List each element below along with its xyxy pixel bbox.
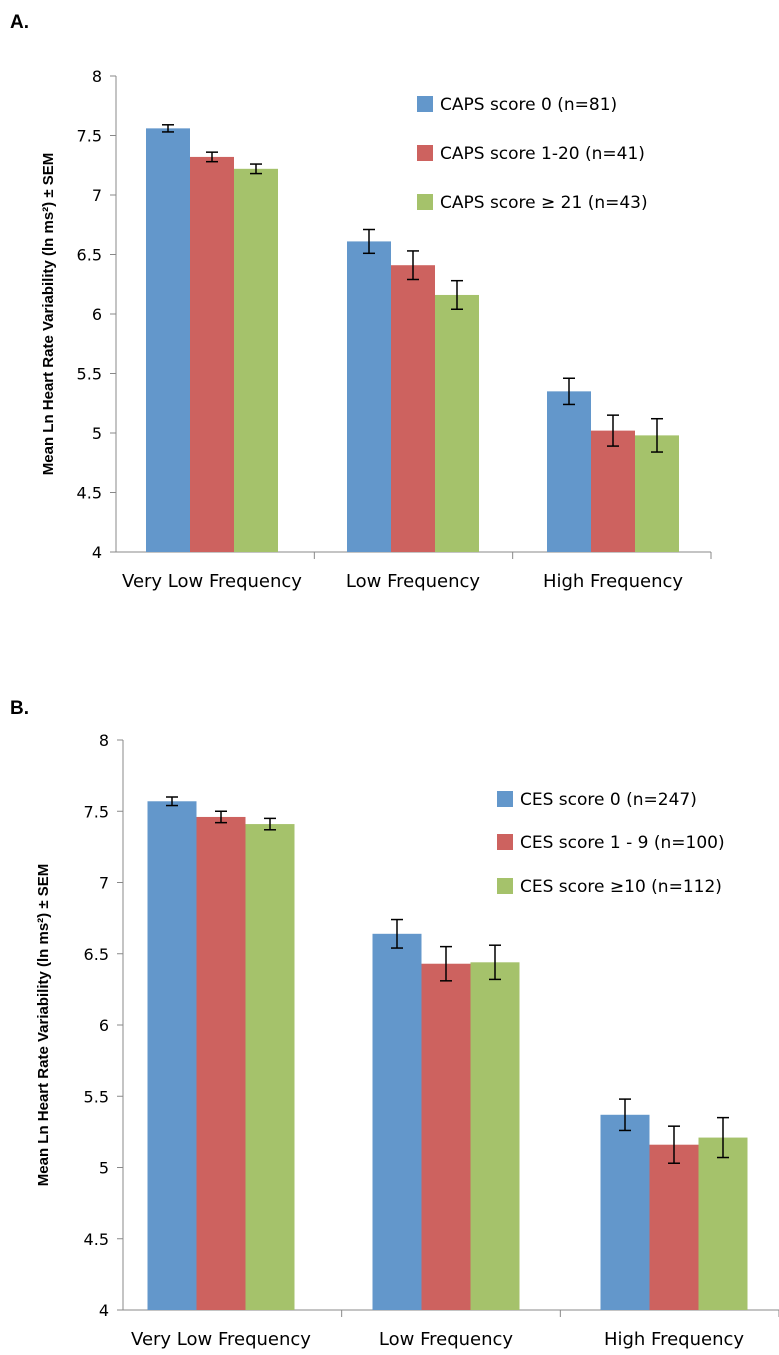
bar: [146, 128, 190, 553]
x-category-label: High Frequency: [604, 1329, 744, 1350]
bar: [591, 430, 635, 552]
y-tick-label: 5.5: [84, 1087, 109, 1106]
bar: [435, 294, 479, 552]
y-tick-label: 7: [99, 874, 109, 893]
bar: [600, 1114, 650, 1310]
bar: [649, 1144, 699, 1310]
chart-panel-a: A. 4 4.5 5 5.5 6 6.5 7 7.5 8 Mean Ln Heart Rate Va…: [10, 12, 712, 592]
bar: [470, 962, 520, 1310]
legend-swatch: [417, 194, 433, 210]
y-tick-label: 4: [92, 543, 102, 562]
y-tick-label: 5: [99, 1159, 109, 1178]
bar: [547, 391, 591, 552]
bar: [635, 435, 679, 552]
x-category-label: High Frequency: [543, 571, 683, 592]
legend-swatch: [497, 878, 513, 894]
legend-swatch: [497, 791, 513, 807]
legend-label: CAPS score 1-20 (n=41): [440, 144, 645, 164]
bar: [391, 265, 435, 552]
y-tick-label: 5: [92, 424, 102, 443]
bar: [190, 156, 234, 553]
x-category-label: Low Frequency: [379, 1329, 514, 1350]
y-tick-label: 8: [92, 67, 102, 86]
y-tick-label: 4.5: [77, 484, 102, 503]
legend-label: CAPS score ≥ 21 (n=43): [440, 193, 648, 213]
chart-panel-b: B. 4 4.5 5 5.5 6 6.5 7 7.5 8 Mean Ln Heart Rate Va…: [10, 698, 779, 1350]
bar: [245, 824, 295, 1310]
legend-swatch: [417, 145, 433, 161]
bar: [196, 816, 246, 1310]
legend-label: CES score 1 - 9 (n=100): [520, 833, 725, 853]
legend-swatch: [497, 834, 513, 850]
legend-label: CES score ≥10 (n=112): [520, 877, 722, 897]
x-category-label: Very Low Frequency: [131, 1329, 311, 1350]
y-axis-label: Mean Ln Heart Rate Variability (ln ms²) …: [35, 864, 52, 1186]
y-axis-label: Mean Ln Heart Rate Variability (ln ms²) …: [40, 153, 57, 475]
y-tick-label: 6: [92, 305, 102, 324]
y-tick-label: 5.5: [77, 365, 102, 384]
legend-swatch: [417, 96, 433, 112]
bar: [421, 963, 471, 1310]
bar: [234, 168, 278, 552]
y-tick-label: 4.5: [84, 1230, 109, 1249]
panel-label: B.: [10, 698, 29, 719]
y-tick-label: 7.5: [84, 802, 109, 821]
legend-label: CAPS score 0 (n=81): [440, 95, 617, 115]
panel-label: A.: [10, 12, 29, 33]
y-tick-label: 7.5: [77, 127, 102, 146]
y-tick-label: 8: [99, 731, 109, 750]
x-category-label: Very Low Frequency: [122, 571, 302, 592]
y-tick-label: 6: [99, 1016, 109, 1035]
y-tick-label: 7: [92, 186, 102, 205]
bar: [698, 1137, 748, 1310]
x-category-label: Low Frequency: [346, 571, 481, 592]
y-tick-label: 6.5: [84, 945, 109, 964]
bar: [147, 801, 197, 1310]
bar: [347, 241, 391, 552]
y-tick-label: 6.5: [77, 246, 102, 265]
y-tick-label: 4: [99, 1301, 109, 1320]
legend-label: CES score 0 (n=247): [520, 790, 697, 810]
bar: [372, 933, 422, 1310]
